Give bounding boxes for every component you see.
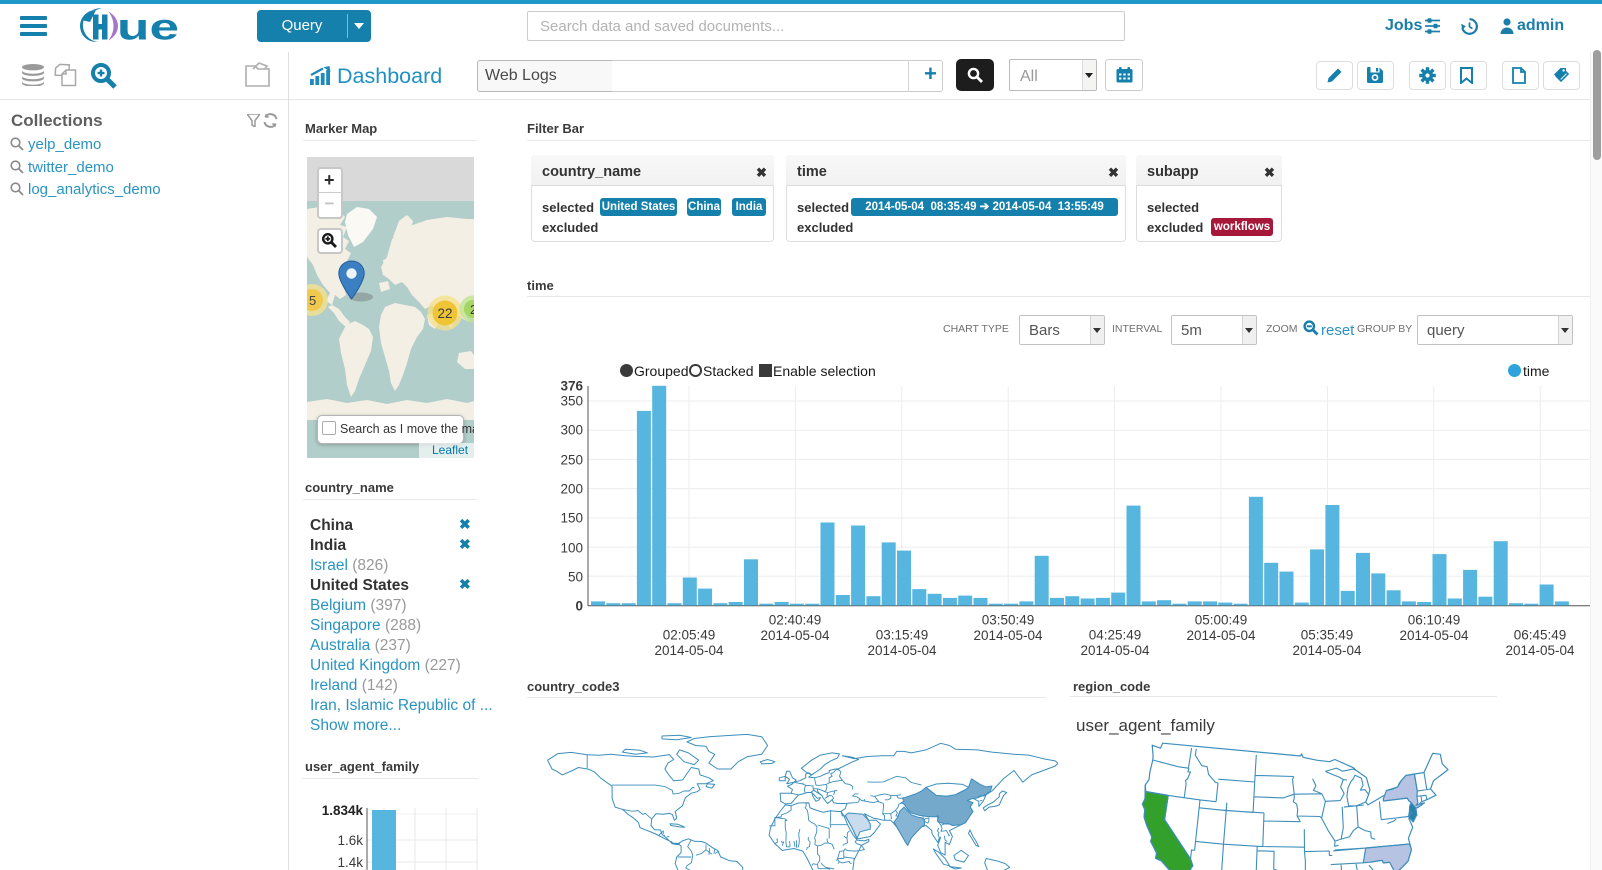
svg-text:22: 22 xyxy=(438,306,453,321)
svg-text:0: 0 xyxy=(575,599,583,614)
svg-text:03:50:49: 03:50:49 xyxy=(982,613,1035,628)
svg-text:03:15:49: 03:15:49 xyxy=(876,628,929,643)
svg-text:250: 250 xyxy=(560,453,583,468)
svg-text:2014-05-04: 2014-05-04 xyxy=(1292,643,1362,658)
svg-text:1.4k: 1.4k xyxy=(337,855,363,870)
svg-text:ue: ue xyxy=(117,8,179,44)
svg-text:2014-05-04: 2014-05-04 xyxy=(1399,628,1469,643)
svg-text:200: 200 xyxy=(560,482,583,497)
svg-text:2: 2 xyxy=(470,303,474,317)
svg-text:1.834k: 1.834k xyxy=(322,803,364,818)
svg-text:05:00:49: 05:00:49 xyxy=(1195,613,1248,628)
svg-text:06:45:49: 06:45:49 xyxy=(1514,628,1567,643)
svg-text:2014-05-04: 2014-05-04 xyxy=(1505,643,1575,658)
svg-text:2014-05-04: 2014-05-04 xyxy=(654,643,724,658)
svg-text:06:10:49: 06:10:49 xyxy=(1408,613,1461,628)
svg-text:2014-05-04: 2014-05-04 xyxy=(867,643,937,658)
svg-text:02:40:49: 02:40:49 xyxy=(769,613,822,628)
svg-text:2014-05-04: 2014-05-04 xyxy=(760,628,830,643)
svg-text:150: 150 xyxy=(560,511,583,526)
svg-text:100: 100 xyxy=(560,541,583,556)
svg-text:300: 300 xyxy=(560,423,583,438)
svg-text:50: 50 xyxy=(568,570,583,585)
svg-text:2014-05-04: 2014-05-04 xyxy=(973,628,1043,643)
svg-text:1.6k: 1.6k xyxy=(337,833,363,848)
svg-text:02:05:49: 02:05:49 xyxy=(663,628,716,643)
svg-text:2014-05-04: 2014-05-04 xyxy=(1080,643,1150,658)
svg-text:5: 5 xyxy=(309,293,316,308)
svg-text:04:25:49: 04:25:49 xyxy=(1089,628,1142,643)
svg-text:350: 350 xyxy=(560,394,583,409)
svg-text:05:35:49: 05:35:49 xyxy=(1301,628,1354,643)
svg-text:2014-05-04: 2014-05-04 xyxy=(1186,628,1256,643)
svg-text:376: 376 xyxy=(560,379,583,394)
